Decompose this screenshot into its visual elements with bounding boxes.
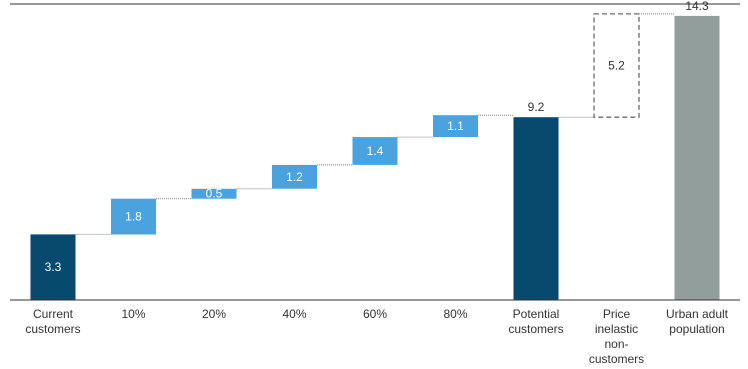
data-label-3: 1.2 [286, 170, 303, 184]
data-label-4: 1.4 [367, 144, 384, 158]
x-tick-labels: Current customers 10% 20% 40% 60% 80% Potential… [25, 307, 728, 366]
data-label-1: 1.8 [125, 210, 142, 224]
x-tick-label-1: 10% [121, 307, 145, 321]
data-label-7: 5.2 [608, 59, 625, 73]
x-tick-label-8: Urban adult population [666, 307, 729, 336]
bar-series [30, 13, 720, 301]
data-label-2: 0.5 [206, 187, 223, 201]
x-tick-label-0: Current customers [25, 307, 80, 336]
data-label-6: 9.2 [528, 100, 545, 114]
bar-7 [593, 13, 640, 118]
data-label-0: 3.3 [45, 260, 62, 274]
bar-5 [433, 115, 478, 138]
data-label-5: 1.1 [447, 119, 464, 133]
x-tick-label-5: 80% [443, 307, 467, 321]
x-tick-label-4: 60% [363, 307, 387, 321]
x-tick-label-3: 40% [282, 307, 306, 321]
bar-3 [272, 164, 317, 189]
bar-6 [513, 117, 559, 300]
bar-2 [191, 188, 237, 199]
bar-0 [30, 234, 76, 300]
data-labels: 3.3 1.8 0.5 1.2 1.4 1.1 9.2 5.2 14.3 [45, 0, 709, 274]
data-label-8: 14.3 [685, 0, 709, 13]
x-tick-label-2: 20% [202, 307, 226, 321]
connector-lines [75, 13, 675, 235]
bar-4 [352, 137, 398, 165]
x-tick-label-6: Potential customers [508, 307, 563, 336]
x-tick-label-7: Price inelastic non-customers [589, 307, 644, 366]
bar-8 [674, 15, 720, 301]
bar-1 [111, 198, 156, 235]
